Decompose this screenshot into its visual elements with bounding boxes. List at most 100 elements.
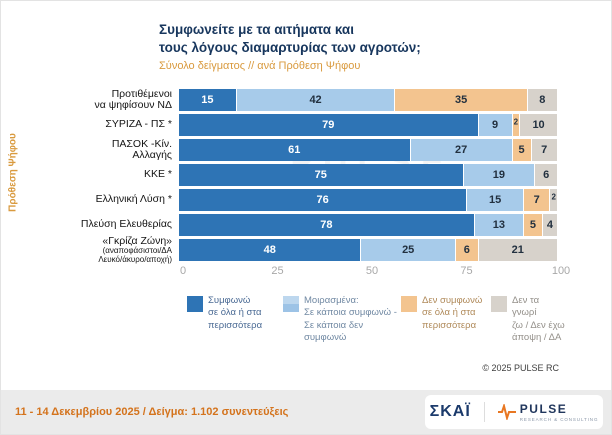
segment-value: 5 <box>518 144 525 156</box>
bar-row: ΣΥΡΙΖΑ - ΠΣ * 79 9 2 10 <box>1 114 563 136</box>
footer-band: 11 - 14 Δεκεμβρίου 2025 / Δείγμα: 1.102 … <box>1 390 611 434</box>
segment-value: 19 <box>492 169 506 181</box>
bar-segment: 6 <box>534 164 557 186</box>
bar-row: Προτιθέμενοι να ψηφίσουν ΝΔ 15 42 35 8 <box>1 87 563 111</box>
bar-segment: 76 <box>179 189 467 211</box>
pulse-logo: PULSE RESEARCH & CONSULTING <box>497 403 599 422</box>
x-axis-tick: 100 <box>551 265 571 277</box>
bar-row: Πλεύση Ελευθερίας 78 13 5 4 <box>1 214 563 236</box>
bar-segment: 27 <box>409 139 512 161</box>
category-label: ΚΚΕ * <box>143 168 172 181</box>
segment-value: 7 <box>533 194 540 206</box>
bar-segment: 7 <box>522 189 550 211</box>
bar-segment: 2 <box>549 189 557 211</box>
bar: 48 25 6 21 <box>179 239 557 261</box>
segment-value: 6 <box>463 244 470 256</box>
bar-segment: 21 <box>477 239 557 261</box>
skai-logo: ΣΚΑΪ <box>429 403 471 420</box>
x-axis-tick: 75 <box>460 265 473 277</box>
bar-row: ΠΑΣΟΚ -Κίν. Αλλαγής 61 27 5 7 <box>1 137 563 161</box>
segment-value: 10 <box>532 119 545 131</box>
title-line-2: τους λόγους διαμαρτυρίας των αγροτών; <box>159 39 421 55</box>
bar-segment: 4 <box>541 214 557 236</box>
legend-swatch <box>401 296 417 312</box>
legend-label: Δεν συμφωνώ σε όλα ή στα περισσότερα <box>422 295 483 331</box>
segment-value: 21 <box>511 244 524 256</box>
legend-label: Συμφωνώ σε όλα ή στα περισσότερα <box>208 295 263 331</box>
segment-value: 76 <box>316 194 329 206</box>
bar-segment: 13 <box>473 214 523 236</box>
x-axis-tick: 25 <box>271 265 284 277</box>
segment-value: 2 <box>513 117 519 127</box>
bar-segment: 19 <box>462 164 535 186</box>
segment-value: 35 <box>454 94 468 106</box>
bar-segment: 48 <box>179 239 361 261</box>
category-label: ΠΑΣΟΚ -Κίν. Αλλαγής <box>111 137 172 161</box>
segment-value: 61 <box>288 144 301 156</box>
legend-swatch <box>187 296 203 312</box>
bar-segment: 5 <box>522 214 542 236</box>
logo-divider <box>483 402 485 422</box>
bar-segment: 35 <box>394 89 527 111</box>
fieldwork-text: 11 - 14 Δεκεμβρίου 2025 / Δείγμα: 1.102 … <box>15 406 289 418</box>
segment-value: 8 <box>539 94 546 106</box>
segment-value: 2 <box>551 192 556 202</box>
segment-value: 75 <box>314 169 327 181</box>
category-label: «Γκρίζα Ζώνη» (αναποφάσιστοι/ΔΑ Λευκό/άκυρ… <box>98 234 172 264</box>
bar-segment: 78 <box>179 214 474 236</box>
bar-segment: 42 <box>235 89 395 111</box>
bar-segment: 5 <box>511 139 531 161</box>
bar-segment: 7 <box>530 139 557 161</box>
pulse-waveform-icon <box>497 404 516 420</box>
segment-value: 15 <box>201 94 214 106</box>
x-axis: 0 25 50 75 100 <box>179 265 570 279</box>
bar: 79 9 2 10 <box>179 114 557 136</box>
bar-rows: Προτιθέμενοι να ψηφίσουν ΝΔ 15 42 35 8 ΣΥΡΙΖΑ … <box>1 87 563 263</box>
bar-segment: 15 <box>466 189 523 211</box>
category-label: Πλεύση Ελευθερίας <box>80 218 172 231</box>
legend-item: Συμφωνώ σε όλα ή στα περισσότερα <box>187 295 283 344</box>
stacked-bar-chart: Προτιθέμενοι να ψηφίσουν ΝΔ 15 42 35 8 ΣΥΡΙΖΑ … <box>1 87 563 264</box>
pulse-logo-text-block: PULSE RESEARCH & CONSULTING <box>520 403 599 422</box>
legend-label: Μοιρασμένα: Σε κάποια συμφωνώ - Σε κάποια … <box>304 295 397 344</box>
bar-row: «Γκρίζα Ζώνη» (αναποφάσιστοι/ΔΑ Λευκό/άκυρ… <box>1 235 563 263</box>
logo-card: ΣΚΑΪ PULSE RESEARCH & CONSULTING <box>425 395 603 429</box>
segment-value: 25 <box>402 244 415 256</box>
segment-value: 6 <box>543 169 550 181</box>
bar-segment: 10 <box>519 114 557 136</box>
legend: Συμφωνώ σε όλα ή στα περισσότερα Μοιρασμένα… <box>187 295 565 344</box>
bar-segment: 6 <box>454 239 478 261</box>
segment-value: 15 <box>488 194 502 206</box>
bar-segment: 15 <box>179 89 236 111</box>
segment-value: 42 <box>309 94 322 106</box>
legend-swatch <box>283 296 299 312</box>
bar-segment: 79 <box>179 114 478 136</box>
segment-value: 13 <box>492 219 506 231</box>
bar-segment: 8 <box>526 89 557 111</box>
page-title: Συμφωνείτε με τα αιτήματα και τους λόγου… <box>159 21 421 56</box>
segment-value: 78 <box>320 219 333 231</box>
x-axis-tick: 50 <box>365 265 379 277</box>
copyright-text: © 2025 PULSE RC <box>482 363 559 373</box>
x-axis-tick: 0 <box>179 265 187 277</box>
pulse-logo-subtitle: RESEARCH & CONSULTING <box>519 416 599 422</box>
segment-value: 27 <box>454 144 468 156</box>
legend-item: Μοιρασμένα: Σε κάποια συμφωνώ - Σε κάποια … <box>283 295 401 344</box>
legend-swatch <box>491 296 507 312</box>
segment-value: 48 <box>263 244 276 256</box>
bar: 15 42 35 8 <box>179 89 557 111</box>
bar-segment: 75 <box>179 164 463 186</box>
segment-value: 7 <box>541 144 548 156</box>
bar-row: ΚΚΕ * 75 19 6 <box>1 164 563 186</box>
bar-row: Ελληνική Λύση * 76 15 7 2 <box>1 189 563 211</box>
bar: 76 15 7 2 <box>179 189 557 211</box>
segment-value: 5 <box>529 219 536 231</box>
legend-item: Δεν συμφωνώ σε όλα ή στα περισσότερα <box>401 295 491 344</box>
bar-segment: 61 <box>179 139 410 161</box>
title-line-1: Συμφωνείτε με τα αιτήματα και <box>159 22 354 37</box>
segment-value: 9 <box>492 119 499 131</box>
category-label: Προτιθέμενοι να ψηφίσουν ΝΔ <box>94 87 172 111</box>
category-label: ΣΥΡΙΖΑ - ΠΣ * <box>105 118 172 131</box>
segment-value: 4 <box>546 219 553 231</box>
